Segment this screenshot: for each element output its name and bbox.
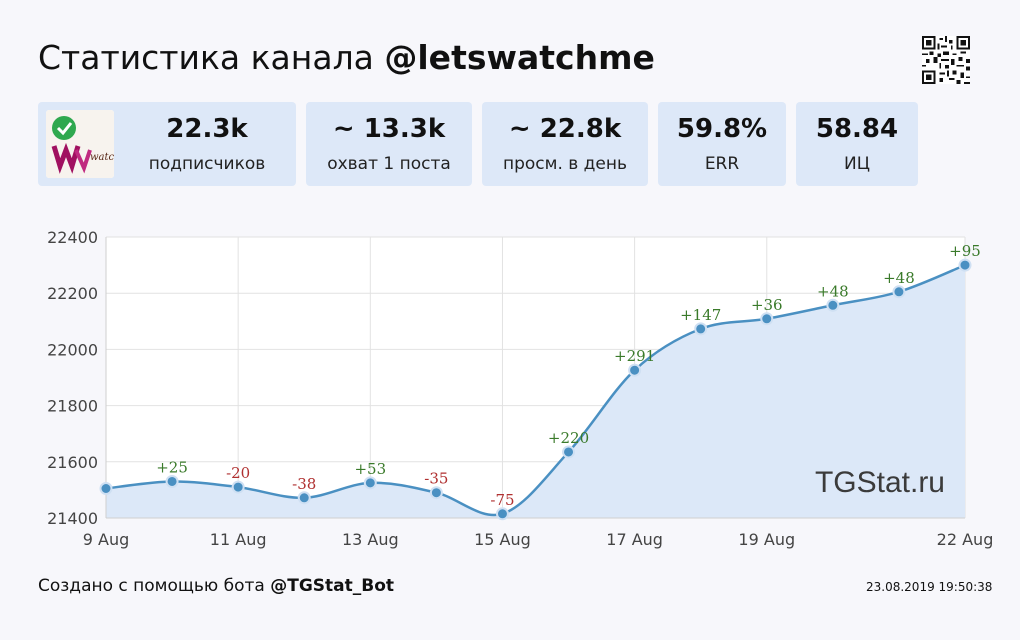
data-point xyxy=(958,258,972,272)
data-label: -20 xyxy=(226,464,250,482)
y-tick-label: 21800 xyxy=(47,397,98,416)
data-label: +25 xyxy=(156,458,188,476)
channel-avatar: watch xyxy=(46,110,114,178)
page-title: Статистика канала @letswatchme xyxy=(38,38,655,77)
data-point xyxy=(99,481,113,495)
x-tick-label: 13 Aug xyxy=(342,530,399,549)
data-point xyxy=(628,363,642,377)
data-point xyxy=(892,285,906,299)
daily-views-value: ~ 22.8k xyxy=(508,114,622,144)
data-point xyxy=(562,445,576,459)
data-point xyxy=(297,491,311,505)
data-label: +220 xyxy=(548,429,589,447)
x-tick-label: 22 Aug xyxy=(937,530,994,549)
data-label: +95 xyxy=(949,242,981,260)
citation-index-label: ИЦ xyxy=(844,154,870,174)
stat-card-daily-views: ~ 22.8k просм. в день xyxy=(482,102,648,186)
data-point xyxy=(231,480,245,494)
data-label: +291 xyxy=(614,347,655,365)
data-label: -38 xyxy=(292,475,316,493)
data-point xyxy=(363,476,377,490)
citation-index-value: 58.84 xyxy=(815,114,899,144)
data-point xyxy=(694,322,708,336)
y-tick-label: 21600 xyxy=(47,453,98,472)
y-tick-label: 22000 xyxy=(47,340,98,359)
x-tick-label: 9 Aug xyxy=(83,530,130,549)
data-point xyxy=(495,507,509,521)
stat-card-citation-index: 58.84 ИЦ xyxy=(796,102,918,186)
stat-card-err: 59.8% ERR xyxy=(658,102,786,186)
subscribers-value: 22.3k xyxy=(166,114,248,144)
subscribers-label: подписчиков xyxy=(148,154,266,174)
reach-label: охват 1 поста xyxy=(327,154,451,174)
data-point xyxy=(760,312,774,326)
x-tick-label: 11 Aug xyxy=(210,530,267,549)
stat-card-reach: ~ 13.3k охват 1 поста xyxy=(306,102,472,186)
x-tick-label: 17 Aug xyxy=(606,530,663,549)
data-label: +48 xyxy=(817,282,849,300)
data-label: +53 xyxy=(354,460,386,478)
x-tick-label: 15 Aug xyxy=(474,530,531,549)
err-value: 59.8% xyxy=(676,114,768,144)
data-point xyxy=(429,486,443,500)
err-label: ERR xyxy=(704,154,740,174)
data-label: -35 xyxy=(424,470,448,488)
data-label: +36 xyxy=(751,296,783,314)
qr-code-icon xyxy=(922,36,970,84)
y-tick-label: 21400 xyxy=(47,509,98,528)
data-label: +48 xyxy=(883,269,915,287)
title-prefix: Статистика канала xyxy=(38,38,385,77)
chart-watermark: TGStat.ru xyxy=(815,466,945,499)
series-line xyxy=(105,263,966,517)
avatar-text: watch xyxy=(90,152,114,163)
data-point xyxy=(165,474,179,488)
data-label: -75 xyxy=(490,491,514,509)
channel-name: @letswatchme xyxy=(384,38,655,77)
series-area xyxy=(106,265,965,518)
stat-card-subscribers: watch 22.3k подписчиков xyxy=(38,102,296,186)
data-point xyxy=(826,298,840,312)
channel-logo-icon: watch xyxy=(46,110,114,178)
footer-credit: Создано с помощью бота @TGStat_Bot xyxy=(38,576,394,596)
x-tick-label: 19 Aug xyxy=(738,530,795,549)
footer-bot-name: @TGStat_Bot xyxy=(270,576,395,596)
reach-value: ~ 13.3k xyxy=(332,114,446,144)
footer-created-text: Создано с помощью бота xyxy=(38,576,271,596)
y-tick-label: 22400 xyxy=(47,228,98,247)
daily-views-label: просм. в день xyxy=(502,154,628,174)
data-label: +147 xyxy=(680,306,721,324)
y-tick-label: 22200 xyxy=(47,284,98,303)
footer-timestamp: 23.08.2019 19:50:38 xyxy=(866,580,993,594)
